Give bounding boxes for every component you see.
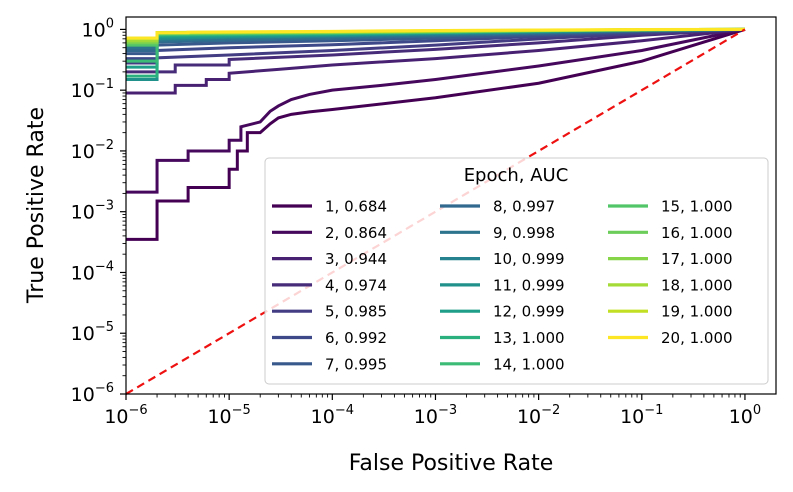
legend-label: 19, 1.000 (661, 303, 733, 321)
legend-label: 3, 0.944 (325, 250, 387, 268)
legend: Epoch, AUC 1, 0.684 2, 0.864 3, 0.944 4, 0.… (264, 157, 769, 385)
legend-label: 7, 0.995 (325, 355, 387, 373)
x-tick-label: 10−6 (104, 403, 147, 428)
roc-line-epoch-20 (126, 27, 745, 40)
roc-line-epoch-3 (126, 27, 746, 95)
legend-box (264, 157, 769, 385)
legend-title: Epoch, AUC (464, 165, 569, 186)
legend-label: 17, 1.000 (661, 250, 733, 268)
x-tick-label: 10−5 (207, 403, 250, 428)
y-tick-label: 10−1 (71, 77, 114, 102)
tick-layer: 10−6 10−5 10−4 10−3 10−2 10−1 100 10−6 10−5 10−4 1… (71, 16, 762, 428)
x-tick-label: 100 (729, 403, 761, 428)
legend-label: 4, 0.974 (325, 276, 387, 294)
y-tick-label: 10−5 (71, 320, 114, 345)
legend-label: 12, 0.999 (493, 303, 565, 321)
legend-label: 8, 0.997 (493, 198, 555, 216)
legend-label: 16, 1.000 (661, 224, 733, 242)
x-tick-label: 10−1 (620, 403, 663, 428)
legend-label: 13, 1.000 (493, 329, 565, 347)
diagonal-layer (125, 28, 746, 395)
x-axis-label: False Positive Rate (349, 451, 553, 476)
roc-line-epoch-4 (126, 27, 746, 74)
x-tick-label: 10−3 (414, 403, 457, 428)
legend-label: 5, 0.985 (325, 303, 387, 321)
legend-label: 2, 0.864 (325, 224, 387, 242)
y-tick-label: 10−3 (71, 199, 114, 224)
legend-label: 9, 0.998 (493, 224, 555, 242)
roc-line-epoch-2 (126, 27, 746, 194)
legend-label: 18, 1.000 (661, 276, 733, 294)
legend-label: 10, 0.999 (493, 250, 565, 268)
x-tick-label: 10−4 (311, 403, 354, 428)
plot-frame (125, 16, 777, 395)
y-tick-label: 10−4 (71, 259, 114, 284)
legend-label: 6, 0.992 (325, 329, 387, 347)
legend-label: 15, 1.000 (661, 198, 733, 216)
x-tick-label: 10−2 (517, 403, 560, 428)
roc-line-epoch-1 (126, 27, 746, 241)
legend-label: 11, 0.999 (493, 276, 565, 294)
y-tick-label: 10−6 (71, 381, 114, 406)
series-layer (126, 27, 746, 241)
legend-label: 14, 1.000 (493, 355, 565, 373)
y-tick-label: 100 (82, 16, 114, 41)
y-tick-label: 10−2 (71, 138, 114, 163)
y-axis-label: True Positive Rate (24, 107, 49, 304)
legend-label: 20, 1.000 (661, 329, 733, 347)
legend-items: 1, 0.684 2, 0.864 3, 0.944 4, 0.974 5, 0.985… (272, 198, 733, 373)
legend-label: 1, 0.684 (325, 198, 387, 216)
random-classifier-diagonal (125, 28, 746, 395)
